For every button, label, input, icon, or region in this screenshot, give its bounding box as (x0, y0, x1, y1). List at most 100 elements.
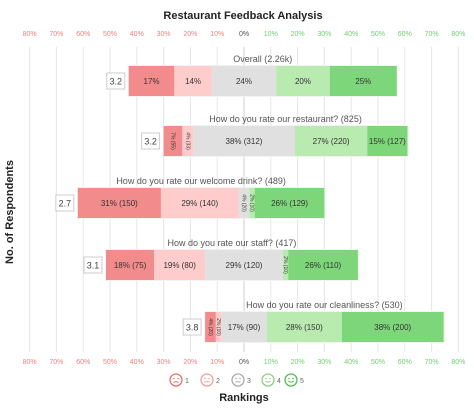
segment-label: 15% (127) (369, 137, 406, 146)
x-tick-label: 60% (398, 359, 412, 366)
legend-label: 1 (185, 378, 189, 385)
segment-label: 24% (236, 77, 252, 86)
smiley-mouth (265, 380, 271, 383)
x-tick-label: 30% (317, 31, 331, 38)
smiley-eye (204, 377, 206, 380)
segment-label: 2% (10) (249, 194, 255, 212)
x-tick-label: 70% (49, 359, 63, 366)
segment-label: 20% (295, 77, 311, 86)
legend-item: 5 (284, 373, 304, 387)
question-title: Overall (2.26k) (233, 54, 292, 64)
x-tick-label: 10% (264, 31, 278, 38)
score-value: 3.2 (144, 137, 157, 147)
bar-segment (182, 126, 194, 156)
question-row: How do you rate our welcome drink? (489)… (55, 176, 326, 219)
bar-segment (329, 66, 397, 96)
smiley-face (261, 373, 275, 387)
question-title: How do you rate our welcome drink? (489) (116, 176, 286, 186)
smiley-icon (261, 373, 275, 387)
x-tick-label: 40% (130, 31, 144, 38)
x-tick-label: 10% (210, 359, 224, 366)
legend-item: 4 (261, 373, 281, 387)
segment-label: 38% (312) (226, 137, 263, 146)
legend-label: 4 (277, 378, 281, 385)
x-tick-label: 20% (291, 31, 305, 38)
segment-label: 7% (55) (170, 132, 176, 150)
score-box (55, 194, 75, 212)
legend-item: 1 (169, 373, 189, 387)
legend-item: 3 (231, 373, 251, 387)
score-box (106, 72, 126, 90)
bar-segment (238, 188, 250, 218)
smiley-icon (231, 373, 245, 387)
segment-label: 2% (10) (282, 256, 288, 274)
x-axis-top: 80% 70% 60% 50% 40% 30% 20% 10% 0% 10% 20% 30% 40% 50… (23, 31, 466, 38)
x-tick-label: 40% (344, 359, 358, 366)
question-row: How do you rate our restaurant? (825) 7% … (141, 114, 409, 157)
x-axis-label: Rankings (219, 392, 269, 404)
x-axis-bottom: 80% 70% 60% 50% 40% 30% 20% 10% 0% 10% 20% 30% 40% 50… (23, 359, 466, 366)
score-box (141, 132, 161, 150)
legend-label: 2 (216, 378, 220, 385)
smiley-face (169, 373, 183, 387)
x-tick-label: 20% (183, 359, 197, 366)
smiley-face (200, 373, 214, 387)
score-value: 3.8 (186, 323, 199, 333)
bar-segment (276, 66, 330, 96)
smiley-mouth (173, 381, 179, 384)
segment-label: 26% (110) (305, 261, 342, 270)
segment-label: 19% (80) (163, 261, 196, 270)
segment-label: 31% (150) (101, 199, 138, 208)
x-tick-label: 30% (317, 359, 331, 366)
bar-segment (205, 250, 283, 280)
segment-label: 29% (140) (181, 199, 218, 208)
score-value: 3.1 (87, 261, 100, 271)
segment-label: 18% (75) (114, 261, 147, 270)
x-tick-label: 50% (103, 31, 117, 38)
x-tick-label: 80% (23, 359, 37, 366)
bar-segment (294, 126, 368, 156)
x-tick-label: 50% (371, 359, 385, 366)
bar-segment (288, 250, 358, 280)
x-tick-label: 70% (425, 31, 439, 38)
score-value: 2.7 (59, 199, 72, 209)
x-tick-label: 30% (157, 31, 171, 38)
segment-label: 4% (33) (184, 132, 190, 150)
smiley-eye (288, 377, 290, 380)
legend-item: 2 (200, 373, 220, 387)
bar-segment (254, 188, 325, 218)
smiley-eye (177, 377, 179, 380)
smiley-face (231, 373, 245, 387)
question-row: Overall (2.26k) 17% 14% 24% 20% 25% 3.2 (106, 54, 398, 97)
x-tick-label: 40% (344, 31, 358, 38)
smiley-eye (292, 377, 294, 380)
score-box (182, 318, 202, 336)
smiley-icon (200, 373, 214, 387)
legend-label: 5 (300, 378, 304, 385)
chart-title: Restaurant Feedback Analysis (163, 10, 322, 22)
segment-label: 29% (120) (226, 261, 263, 270)
bar-segment (211, 66, 277, 96)
segment-label: 17% (144, 77, 160, 86)
x-tick-label: 10% (210, 31, 224, 38)
x-tick-label: 0% (239, 31, 249, 38)
x-tick-label: 70% (49, 31, 63, 38)
bar-segment (367, 126, 408, 156)
x-tick-label: 50% (103, 359, 117, 366)
x-tick-label: 10% (264, 359, 278, 366)
smiley-eye (208, 377, 210, 380)
smiley-mouth (204, 381, 210, 383)
segment-label: 27% (220) (313, 137, 350, 146)
smiley-icon (169, 373, 183, 387)
segment-label: 2% (10) (215, 318, 221, 336)
bar-segment (77, 188, 161, 218)
bar-segment (205, 312, 216, 342)
x-tick-label: 80% (23, 31, 37, 38)
bar-segment (266, 312, 342, 342)
x-tick-label: 50% (371, 31, 385, 38)
smiley-mouth (288, 380, 294, 383)
x-tick-label: 70% (425, 359, 439, 366)
segment-label: 14% (185, 77, 201, 86)
score-box (83, 256, 103, 274)
x-tick-label: 20% (183, 31, 197, 38)
